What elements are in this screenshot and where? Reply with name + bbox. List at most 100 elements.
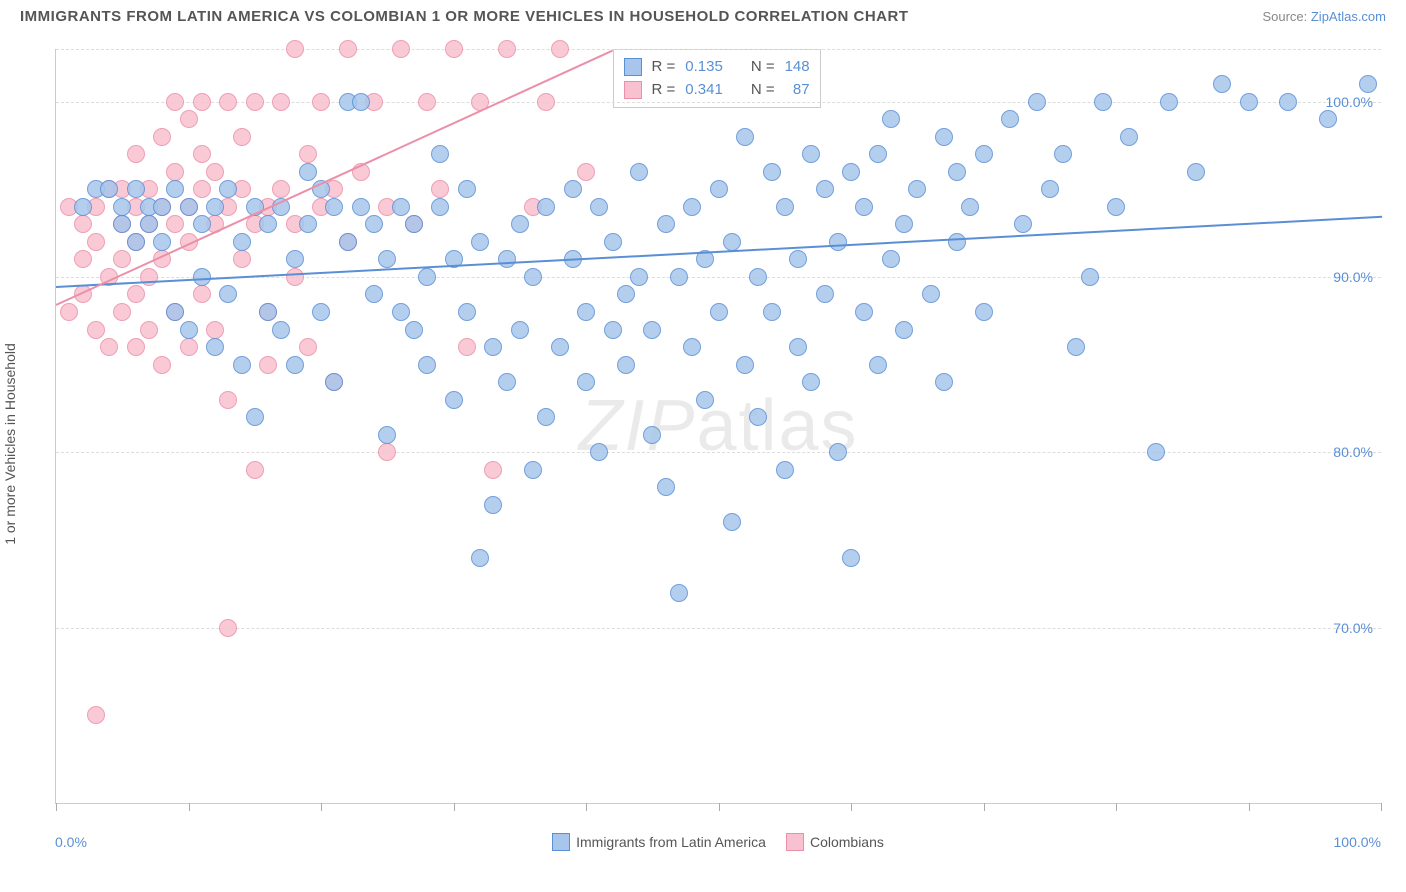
- scatter-point: [537, 408, 555, 426]
- scatter-point: [842, 549, 860, 567]
- scatter-point: [802, 373, 820, 391]
- scatter-point: [935, 128, 953, 146]
- scatter-point: [127, 233, 145, 251]
- scatter-point: [87, 706, 105, 724]
- scatter-point: [1001, 110, 1019, 128]
- trendline: [56, 49, 614, 305]
- scatter-point: [657, 478, 675, 496]
- scatter-point: [1160, 93, 1178, 111]
- scatter-point: [458, 303, 476, 321]
- source-attribution: Source: ZipAtlas.com: [1262, 9, 1386, 24]
- scatter-point: [166, 303, 184, 321]
- chart-header: IMMIGRANTS FROM LATIN AMERICA VS COLOMBI…: [0, 0, 1406, 29]
- scatter-point: [1147, 443, 1165, 461]
- scatter-point: [286, 250, 304, 268]
- scatter-point: [206, 198, 224, 216]
- scatter-point: [802, 145, 820, 163]
- legend-swatch: [624, 58, 642, 76]
- scatter-point: [723, 233, 741, 251]
- scatter-point: [498, 40, 516, 58]
- legend-item: Colombians: [786, 833, 884, 851]
- scatter-point: [365, 215, 383, 233]
- scatter-point: [325, 198, 343, 216]
- scatter-point: [961, 198, 979, 216]
- scatter-point: [113, 198, 131, 216]
- scatter-point: [180, 110, 198, 128]
- legend-label: Immigrants from Latin America: [576, 834, 766, 850]
- scatter-point: [312, 93, 330, 111]
- scatter-point: [484, 338, 502, 356]
- chart-legend: Immigrants from Latin America Colombians: [552, 833, 884, 851]
- x-tick: [586, 803, 587, 811]
- scatter-point: [855, 303, 873, 321]
- scatter-point: [1094, 93, 1112, 111]
- scatter-point: [233, 356, 251, 374]
- scatter-point: [325, 373, 343, 391]
- y-tick-label: 70.0%: [1333, 620, 1373, 636]
- chart-title: IMMIGRANTS FROM LATIN AMERICA VS COLOMBI…: [20, 8, 909, 25]
- x-tick: [321, 803, 322, 811]
- scatter-point: [246, 408, 264, 426]
- scatter-point: [1120, 128, 1138, 146]
- scatter-point: [511, 215, 529, 233]
- watermark: ZIPatlas: [578, 385, 858, 467]
- scatter-point: [339, 40, 357, 58]
- y-tick-label: 100.0%: [1326, 94, 1373, 110]
- legend-swatch: [624, 81, 642, 99]
- scatter-point: [272, 93, 290, 111]
- scatter-point: [577, 303, 595, 321]
- scatter-point: [458, 180, 476, 198]
- scatter-point: [604, 233, 622, 251]
- scatter-point: [710, 303, 728, 321]
- scatter-point: [1081, 268, 1099, 286]
- scatter-point: [219, 391, 237, 409]
- scatter-point: [113, 250, 131, 268]
- scatter-point: [352, 93, 370, 111]
- scatter-point: [471, 233, 489, 251]
- scatter-point: [882, 110, 900, 128]
- scatter-point: [127, 338, 145, 356]
- scatter-point: [895, 321, 913, 339]
- stats-row: R =0.341N = 87: [624, 79, 810, 102]
- x-axis-max-label: 100.0%: [1334, 834, 1381, 850]
- scatter-point: [193, 180, 211, 198]
- scatter-point: [166, 215, 184, 233]
- x-axis-row: 0.0% Immigrants from Latin AmericaColomb…: [55, 833, 1381, 851]
- scatter-point: [166, 93, 184, 111]
- scatter-point: [551, 40, 569, 58]
- scatter-point: [74, 198, 92, 216]
- scatter-point: [948, 163, 966, 181]
- scatter-point: [643, 321, 661, 339]
- scatter-point: [723, 513, 741, 531]
- scatter-point: [113, 215, 131, 233]
- scatter-point: [471, 549, 489, 567]
- scatter-point: [1067, 338, 1085, 356]
- x-tick: [851, 803, 852, 811]
- scatter-point: [604, 321, 622, 339]
- scatter-point: [908, 180, 926, 198]
- scatter-point: [113, 303, 131, 321]
- scatter-point: [153, 356, 171, 374]
- scatter-point: [193, 93, 211, 111]
- scatter-point: [246, 461, 264, 479]
- scatter-point: [206, 338, 224, 356]
- scatter-point: [736, 356, 754, 374]
- scatter-point: [935, 373, 953, 391]
- scatter-point: [736, 128, 754, 146]
- scatter-point: [87, 321, 105, 339]
- scatter-point: [431, 198, 449, 216]
- scatter-point: [869, 145, 887, 163]
- plot-area: ZIPatlas R =0.135N =148R =0.341N = 87 70…: [55, 49, 1381, 804]
- scatter-point: [140, 215, 158, 233]
- scatter-point: [140, 321, 158, 339]
- scatter-point: [431, 145, 449, 163]
- scatter-point: [272, 180, 290, 198]
- scatter-point: [683, 338, 701, 356]
- scatter-point: [683, 198, 701, 216]
- source-link[interactable]: ZipAtlas.com: [1311, 9, 1386, 24]
- scatter-point: [166, 180, 184, 198]
- scatter-point: [484, 461, 502, 479]
- scatter-point: [431, 180, 449, 198]
- y-tick-label: 80.0%: [1333, 444, 1373, 460]
- scatter-point: [1107, 198, 1125, 216]
